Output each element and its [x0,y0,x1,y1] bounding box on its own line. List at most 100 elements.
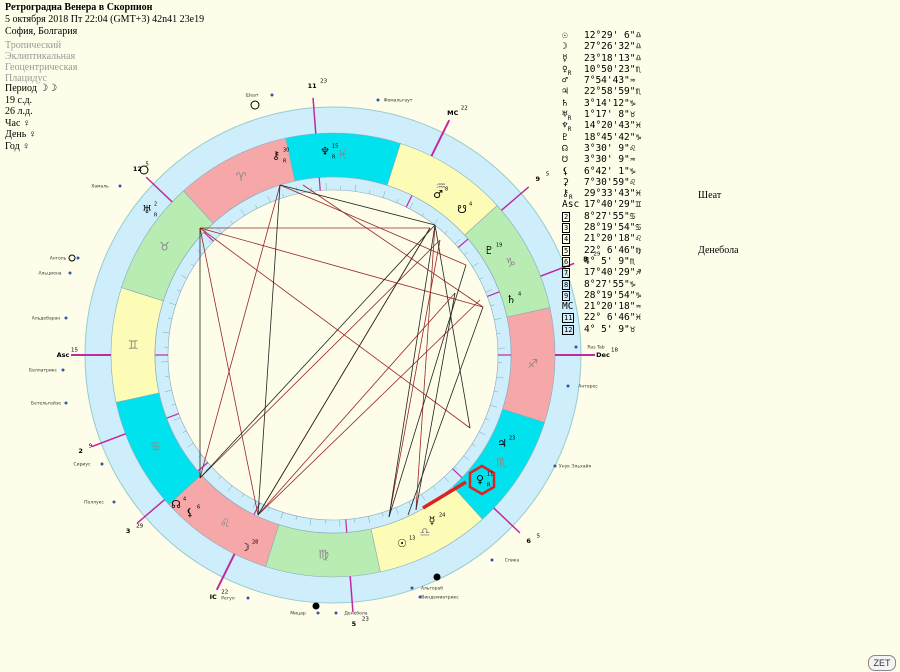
position-row: 5 22° 6'46"♍ [562,245,641,256]
position-value: 10°50'23"♏ [584,63,642,75]
star-label: Спика [505,558,520,564]
degree-tick [464,252,468,256]
planet-degree: 19 [496,243,502,249]
star-label: Беллатрикс [29,368,57,374]
symbol-glyph: ♆ [562,120,568,132]
sign-glyph: ♓ [337,148,348,162]
degree-tick [164,389,172,392]
planet-degree: 30 [283,148,289,154]
symbol-glyph: 4 [562,234,571,245]
symbol: ☿ [562,53,584,64]
aspect-line [257,292,456,516]
degree-tick [485,289,493,293]
degree-tick [485,418,490,421]
degree-tick [255,204,258,209]
degree-tick [208,240,212,244]
position-value: 7°54'43"♒ [584,75,636,87]
symbol: 7 [562,267,584,279]
position-row: 8 8°27'55"♑ [562,279,641,290]
info: Период ☽☽ [5,83,58,94]
position-value: 3°30' 9"♒ [584,154,636,166]
sign-glyph: ♋ [150,439,161,453]
degree-tick [267,195,271,203]
degree-tick [433,218,439,225]
position-row: 2 8°27'55"♋ [562,211,641,222]
symbol: 2 [562,211,584,222]
position-value: 3°14'12"♑ [584,97,636,109]
star-marker [118,184,122,188]
cusp-degree: 29 [593,252,600,258]
symbol: Asc [562,199,584,210]
cusp-label: MC [447,109,458,117]
symbol-glyph: 7 [562,268,571,279]
star-marker [76,256,80,260]
symbol-glyph: ⚸ [562,165,569,177]
symbol-glyph: ☉ [562,30,568,41]
symbol: 11 [562,312,584,324]
planet-glyph: ☿ [429,514,436,527]
cusp-label: Dec [596,351,610,359]
cusp-line [215,553,236,591]
cusp-degree: 9 [89,443,93,449]
symbol: 12 [562,324,584,335]
symbol-glyph: 9 [562,290,571,301]
inner-disk [167,189,499,521]
cusp-line [493,507,521,534]
setting: Плацидус [5,73,47,84]
symbol-glyph: 2 [562,211,571,222]
sign-glyph: ♉ [159,240,170,254]
degree-tick [494,318,502,321]
position-row: ♇ 18°45'42"♑ [562,132,641,143]
position-value: 29°33'43"♓ [584,188,642,200]
planet-glyph: ☽ [240,541,250,554]
cusp-label: IC [210,593,217,601]
planet-glyph: ♄ [506,293,516,306]
symbol-glyph: 12 [562,324,575,335]
degree-tick [218,476,222,480]
symbol-glyph: ☽ [562,41,568,53]
star-label: Мицар [290,611,306,617]
info: Год ♀ [5,140,30,152]
degree-tick [227,485,233,492]
planet-glyph: ♅ [142,203,152,216]
star-label: Унук Эльхайя [559,463,592,470]
cusp-line [452,468,463,479]
degree-tick [190,263,195,267]
position-value: 17°40'29"♊ [584,199,642,211]
cusp-label: 12 [133,165,142,173]
zet-button[interactable]: ZET [868,655,896,671]
position-value: 23°18'13"♎ [584,52,642,64]
sign-glyph: ♏ [496,455,507,469]
degree-tick [241,493,245,498]
sign-glyph: ♊ [128,338,139,352]
planet-glyph: ☊ [171,498,181,511]
symbol: ⚷R [562,188,584,203]
degree-tick [395,507,399,515]
sign-glyph: ♐ [527,357,538,371]
highlight-line [422,480,467,510]
position-value: 28°19'54"♋ [584,222,642,234]
aspect-line [199,239,441,479]
position-row: ♄ 3°14'12"♑ [562,98,641,109]
star-marker [112,500,116,504]
cusp-line [145,176,173,203]
position-value: 7°30'59"♌ [584,176,636,188]
star-marker [334,611,338,615]
planet-glyph: ☉ [397,537,407,550]
cusp-degree: 5 [546,172,550,178]
position-value: 12°29' 6"♎ [584,30,642,41]
degree-tick [282,193,285,198]
degree-tick [162,331,170,334]
symbol-glyph: 3 [562,223,571,234]
degree-tick [171,403,176,406]
position-row: ♆R 14°20'43"♓ [562,120,641,133]
degree-tick [454,238,461,245]
symbol: ☋ [562,154,584,165]
wheel: ♈♉♊♋♌♍♎♏♐♑♒♓Asc1529329IC2252365Dec188299… [29,78,618,628]
star-marker [64,316,68,320]
planet-degree: 13 [409,536,415,542]
cusp-line [540,262,575,277]
aspect-line [279,184,467,266]
datetime: 5 октября 2018 Пт 22:04 (GMT+3) 42n41 23… [5,14,205,25]
position-row: MC 21°20'18"♒ [562,301,641,312]
